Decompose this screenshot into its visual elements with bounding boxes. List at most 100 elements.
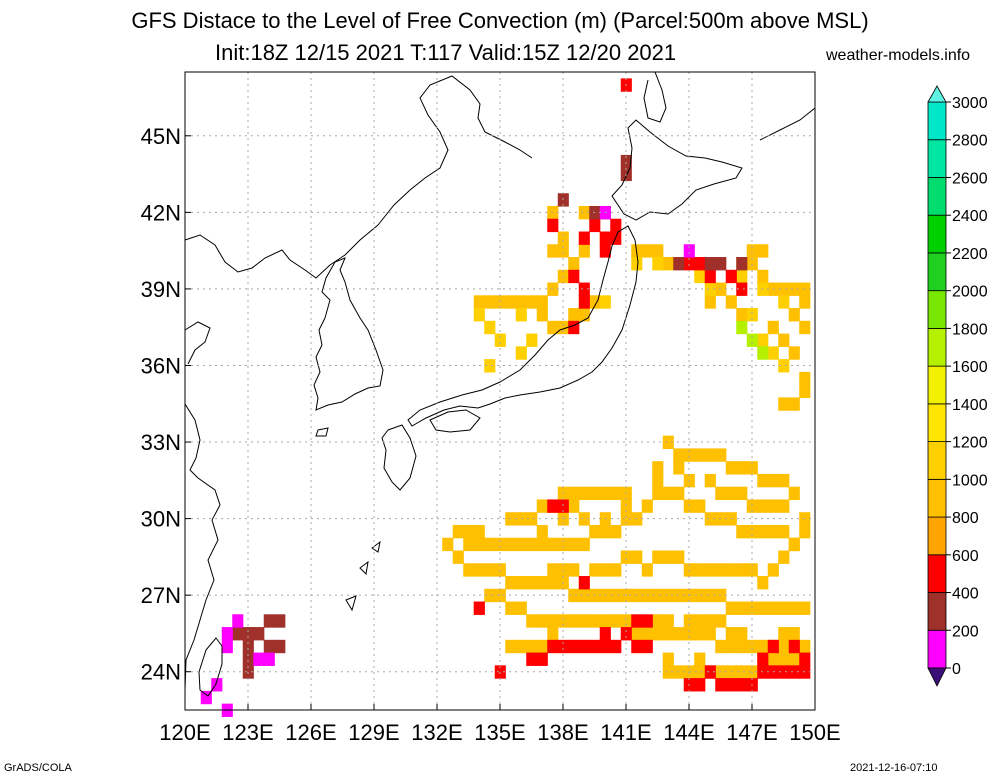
graticule-layer xyxy=(185,72,815,710)
coastline-sakhalin xyxy=(643,71,667,123)
lfc-cell xyxy=(736,269,748,284)
lfc-cell xyxy=(631,614,643,628)
lfc-cell xyxy=(620,499,632,513)
lfc-cell xyxy=(767,639,779,654)
lfc-cell xyxy=(536,639,548,654)
lfc-cell xyxy=(725,563,737,577)
lfc-cell xyxy=(778,295,790,309)
lfc-cell xyxy=(547,576,559,590)
lfc-cell xyxy=(673,461,685,475)
colorbar-label: 1000 xyxy=(952,472,988,489)
lfc-cell xyxy=(799,524,811,539)
lfc-cell xyxy=(715,486,727,501)
lfc-cell xyxy=(788,346,800,360)
lat-tick-label: 27N xyxy=(141,583,181,608)
lfc-cell xyxy=(599,614,611,628)
lfc-cell xyxy=(620,154,632,169)
lfc-cell xyxy=(263,614,275,628)
lfc-cell xyxy=(799,320,811,335)
render-timestamp: 2021-12-16-07:10 xyxy=(850,762,938,774)
lfc-cell xyxy=(683,627,695,641)
lfc-cell xyxy=(589,614,601,628)
lfc-cell xyxy=(757,576,769,590)
lfc-cell xyxy=(526,614,538,628)
lfc-cell xyxy=(631,257,643,271)
lfc-cell xyxy=(788,282,800,296)
colorbar-label: 800 xyxy=(952,510,979,527)
lfc-cell xyxy=(536,576,548,590)
lfc-cell xyxy=(767,563,779,577)
lfc-cell xyxy=(736,461,748,475)
lfc-cell xyxy=(704,588,716,603)
lfc-cell xyxy=(610,639,622,654)
lon-tick-label: 120E xyxy=(159,720,210,745)
colorbar-label: 2000 xyxy=(952,284,988,301)
colorbar-bin xyxy=(927,327,947,367)
lfc-cell xyxy=(526,295,538,309)
lfc-cell xyxy=(547,218,559,233)
lfc-cell xyxy=(746,601,758,615)
lfc-cell xyxy=(484,359,496,373)
lfc-cell xyxy=(704,269,716,284)
lfc-cell xyxy=(620,550,632,564)
lfc-cell xyxy=(515,346,527,360)
lfc-cell xyxy=(463,537,475,552)
lfc-cell xyxy=(673,257,685,271)
lfc-cell xyxy=(263,652,275,666)
lfc-cell xyxy=(610,588,622,603)
lfc-cell xyxy=(620,614,632,628)
lfc-cell xyxy=(725,627,737,641)
lfc-cell xyxy=(599,244,611,258)
lfc-cell xyxy=(242,639,254,654)
lfc-cell xyxy=(599,639,611,654)
lfc-cell xyxy=(494,563,506,577)
lfc-cell xyxy=(515,537,527,552)
lfc-cell xyxy=(578,588,590,603)
lfc-cell xyxy=(767,601,779,615)
lfc-cell xyxy=(263,639,275,654)
lfc-cell xyxy=(767,320,779,335)
lfc-cell xyxy=(704,563,716,577)
lfc-cell xyxy=(694,614,706,628)
lfc-cell xyxy=(788,486,800,501)
lfc-cell xyxy=(484,563,496,577)
lfc-cell xyxy=(652,614,664,628)
lfc-cell xyxy=(778,524,790,539)
lfc-cell xyxy=(767,346,779,360)
lfc-cell xyxy=(473,295,485,309)
lfc-cell xyxy=(757,333,769,347)
lfc-cell xyxy=(505,639,517,654)
lfc-cell xyxy=(746,244,758,258)
lon-tick-label: 123E xyxy=(222,720,273,745)
colorbar-bin xyxy=(927,629,947,669)
lfc-cell xyxy=(536,499,548,513)
lon-tick-label: 147E xyxy=(726,720,777,745)
lfc-cell xyxy=(683,614,695,628)
lfc-cell xyxy=(599,231,611,245)
lfc-cell xyxy=(694,652,706,666)
colorbar-label: 3000 xyxy=(952,95,988,112)
lfc-cell xyxy=(505,295,517,309)
lfc-cell xyxy=(725,601,737,615)
lfc-cell xyxy=(799,652,811,666)
lfc-cell xyxy=(536,295,548,309)
lfc-cell xyxy=(526,652,538,666)
lfc-cell xyxy=(274,639,286,654)
lfc-cell xyxy=(473,563,485,577)
lfc-cell xyxy=(778,333,790,347)
lon-tick-label: 135E xyxy=(474,720,525,745)
lfc-cell xyxy=(662,614,674,628)
colorbar-label: 400 xyxy=(952,586,979,603)
lfc-cell xyxy=(652,627,664,641)
lfc-cell xyxy=(484,295,496,309)
colorbar-low-arrow xyxy=(927,667,947,687)
lfc-cell xyxy=(715,257,727,271)
lfc-cell xyxy=(725,461,737,475)
lfc-cell xyxy=(515,601,527,615)
lfc-cell xyxy=(704,627,716,641)
lfc-cell xyxy=(746,308,758,322)
lfc-cell xyxy=(715,678,727,692)
lfc-cell xyxy=(463,563,475,577)
lfc-cell xyxy=(757,473,769,488)
lfc-cell xyxy=(641,639,653,654)
